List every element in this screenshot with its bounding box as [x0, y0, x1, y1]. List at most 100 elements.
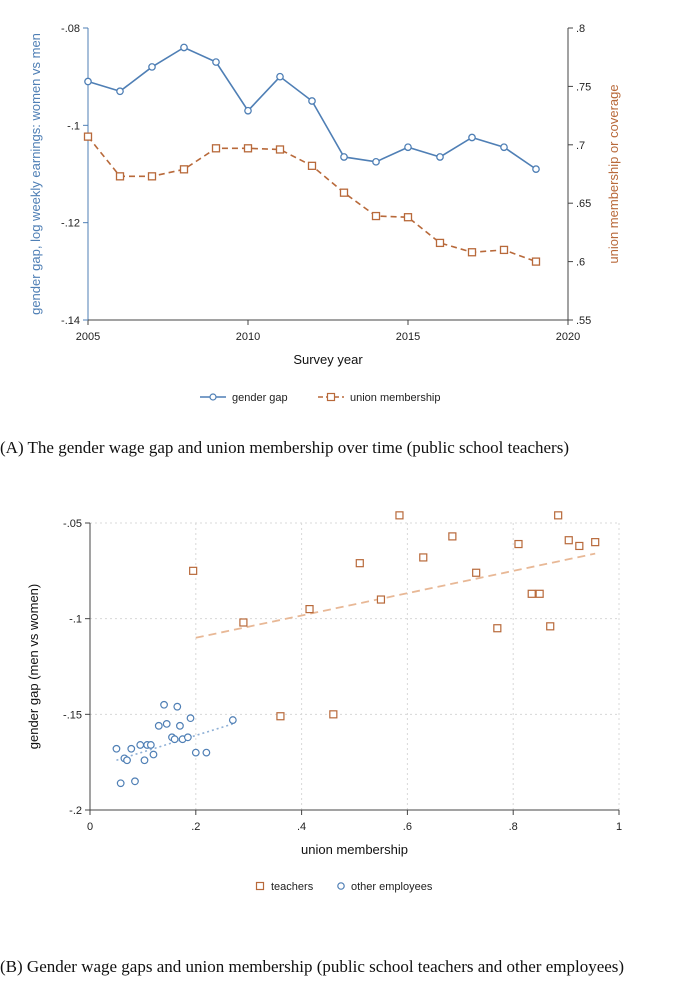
other-employees-point [116, 779, 125, 788]
teachers-point [189, 566, 198, 575]
gender-gap-point [308, 97, 316, 105]
teachers-point [493, 624, 502, 633]
legend-union-marker [326, 392, 336, 402]
y-tick-label: -.15 [63, 709, 82, 721]
left-y-tick-label: -.1 [67, 120, 80, 132]
chart-a-gender-gap-over-time: 2005 2010 2015 2020 -.14 -.12 -.1 -.08 .55 .6 .65.… [28, 23, 621, 404]
gender-gap-point [116, 87, 124, 96]
x-tick-label: .2 [191, 821, 200, 833]
union-membership-point [83, 132, 93, 141]
gender-gap-point [180, 43, 188, 52]
union-membership-point [275, 145, 285, 154]
right-y-tick-label: .8 [576, 23, 585, 35]
other-employees-point [149, 750, 158, 759]
left-y-tick-label: -.08 [61, 23, 80, 35]
union-membership-point [243, 144, 253, 153]
right-y-tick-label: .75 [576, 81, 591, 93]
union-membership-point [339, 188, 349, 197]
legend-gender-gap-marker [209, 393, 217, 401]
right-y-tick-label: .55 [576, 315, 591, 327]
gender-gap-point [436, 153, 444, 161]
gender-gap-point [276, 72, 284, 81]
other-employees-point [127, 744, 136, 753]
other-employees-point [191, 748, 200, 757]
teachers-point [527, 589, 536, 598]
gender-gap-point [244, 106, 252, 115]
x-tick-label: 2010 [236, 331, 260, 343]
teachers-point [591, 538, 600, 547]
union-membership-line [87, 136, 537, 263]
x-tick-label: 2015 [396, 331, 420, 343]
union-membership-point [499, 245, 509, 255]
union-membership-point [211, 144, 221, 153]
teachers-point [554, 511, 563, 520]
teachers-point [239, 618, 248, 627]
teachers-point [395, 511, 404, 520]
y-tick-label: -.2 [69, 805, 82, 817]
gender-gap-point [500, 143, 508, 152]
right-y-axis-title: union membership or coverage [606, 84, 621, 263]
teachers-point [535, 589, 544, 598]
x-tick-label: .8 [509, 821, 518, 833]
other-employees-point [176, 721, 184, 730]
teachers-point [329, 710, 338, 719]
left-y-axis-title: gender gap, log weekly earnings: women v… [28, 33, 43, 315]
caption-b: (B) Gender wage gaps and union membershi… [0, 957, 625, 976]
other-employees-point [123, 756, 131, 765]
legend-gender-gap-label: gender gap [232, 392, 288, 404]
union-membership-point [307, 161, 317, 170]
union-membership-point [435, 238, 445, 248]
legend-teachers-marker [255, 881, 265, 891]
x-tick-label: .4 [297, 821, 306, 833]
teachers-point [448, 532, 457, 541]
other-employees-point [202, 748, 211, 757]
teachers-fit-line [195, 552, 596, 639]
teachers-point [305, 604, 314, 614]
gender-gap-point [532, 165, 540, 173]
x-tick-label: 2005 [76, 331, 100, 343]
x-axis-title: Survey year [293, 352, 363, 367]
caption-a: (A) The gender wage gap and union member… [0, 438, 569, 457]
teachers-point [546, 622, 555, 631]
gender-gap-point [372, 157, 380, 166]
gender-gap-point [340, 153, 348, 161]
union-membership-point [467, 248, 477, 257]
teachers-point [419, 553, 428, 562]
right-y-tick-label: .65 [576, 198, 591, 210]
x-tick-label: 1 [616, 821, 622, 833]
y-tick-label: -.05 [63, 518, 82, 530]
other-employees-point [154, 721, 163, 730]
legend-union-label: union membership [350, 392, 441, 404]
gender-gap-point [148, 63, 156, 71]
other-employees-point [170, 735, 179, 744]
union-membership-point [115, 172, 125, 181]
other-employees-point [112, 744, 121, 753]
x-tick-label: 2020 [556, 331, 580, 343]
chart-b-gap-vs-union-scatter: 0 .2 .4 .6 .8 1 -.2 -.15 -.1 -.05 union membership… [26, 511, 622, 893]
other-employees-point [173, 702, 182, 711]
union-membership-point [531, 257, 541, 266]
y-axis-title: gender gap (men vs women) [26, 584, 41, 749]
other-employees-point [162, 719, 171, 728]
x-tick-label: 0 [87, 821, 93, 833]
union-membership-point [371, 211, 381, 221]
teachers-point [514, 539, 523, 549]
teachers-point [376, 595, 386, 604]
other-employees-point [186, 714, 195, 723]
right-y-tick-label: .6 [576, 257, 585, 269]
left-y-tick-label: -.12 [61, 218, 80, 230]
union-membership-point [179, 165, 189, 174]
legend-teachers-label: teachers [271, 881, 314, 893]
legend-other-employees-label: other employees [351, 881, 433, 893]
other-employees-point [228, 716, 237, 724]
other-employees-point [131, 777, 139, 786]
legend-other-employees-marker [337, 882, 345, 890]
union-membership-point [403, 213, 413, 222]
gender-gap-point [468, 133, 476, 142]
other-employees-point [146, 741, 155, 749]
teachers-point [355, 559, 364, 568]
x-tick-label: .6 [403, 821, 412, 833]
other-employees-point [160, 700, 168, 709]
y-tick-label: -.1 [69, 614, 82, 626]
gender-gap-point [84, 77, 92, 86]
